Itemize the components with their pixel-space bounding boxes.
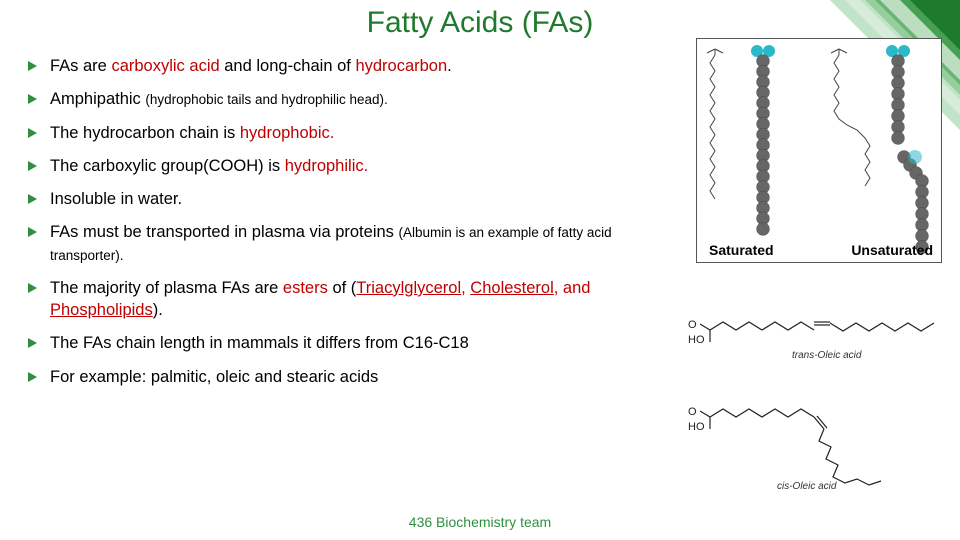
underline: Phospholipids [50, 301, 153, 319]
bullet-item: Insoluble in water. [28, 188, 680, 210]
bullet-item: Amphipathic (hydrophobic tails and hydro… [28, 88, 680, 110]
figure-trans-oleic: O HO trans-Oleic acid [682, 278, 952, 373]
text: The majority of plasma FAs are [50, 279, 283, 297]
text: FAs must be transported in plasma via pr… [50, 223, 399, 241]
hooc-label: HO [688, 334, 705, 346]
bullet-item: The FAs chain length in mammals it diffe… [28, 332, 680, 354]
bullet-item: The majority of plasma FAs are esters of… [28, 277, 680, 322]
highlight: hydrophilic. [285, 157, 368, 175]
highlight: hydrophobic. [240, 124, 334, 142]
label-cis-oleic: cis-Oleic acid [777, 481, 836, 492]
highlight: hydrocarbon [355, 57, 447, 75]
small-text: (hydrophobic tails and hydrophilic head)… [145, 92, 387, 107]
highlight: esters [283, 279, 328, 297]
bullet-item: FAs must be transported in plasma via pr… [28, 221, 680, 266]
text: , [461, 279, 470, 297]
text: ). [153, 301, 163, 319]
label-unsaturated: Unsaturated [851, 242, 933, 258]
slide: Fatty Acids (FAs) FAs are carboxylic aci… [0, 0, 960, 540]
svg-text:O: O [688, 406, 697, 418]
text: Insoluble in water. [50, 190, 182, 208]
page-title: Fatty Acids (FAs) [0, 0, 960, 40]
footer-text: 436 Biochemistry team [0, 514, 960, 530]
figure-cis-oleic: O HO cis-Oleic acid [682, 385, 952, 500]
bullet-item: FAs are carboxylic acid and long-chain o… [28, 55, 680, 77]
molecule-diagram [697, 39, 943, 264]
text: of ( [328, 279, 356, 297]
svg-text:O: O [688, 319, 697, 331]
underline: Cholesterol [470, 279, 553, 297]
text: The carboxylic group(COOH) is [50, 157, 285, 175]
content-area: FAs are carboxylic acid and long-chain o… [0, 55, 680, 399]
bullet-list: FAs are carboxylic acid and long-chain o… [28, 55, 680, 388]
text: The hydrocarbon chain is [50, 124, 240, 142]
text: and long-chain of [220, 57, 356, 75]
text: The FAs chain length in mammals it diffe… [50, 334, 469, 352]
bullet-item: The carboxylic group(COOH) is hydrophili… [28, 155, 680, 177]
underline: Triacylglycerol [356, 279, 461, 297]
label-trans-oleic: trans-Oleic acid [792, 350, 861, 361]
bullet-item: For example: palmitic, oleic and stearic… [28, 366, 680, 388]
highlight: carboxylic acid [111, 57, 219, 75]
figure-saturated-unsaturated: Saturated Unsaturated [696, 38, 942, 263]
text: FAs are [50, 57, 111, 75]
hooc-label: HO [688, 421, 705, 433]
text: For example: palmitic, oleic and stearic… [50, 368, 378, 386]
text: Amphipathic [50, 90, 145, 108]
bullet-item: The hydrocarbon chain is hydrophobic. [28, 122, 680, 144]
label-saturated: Saturated [709, 242, 774, 258]
text: , and [554, 279, 591, 297]
text: . [447, 57, 452, 75]
